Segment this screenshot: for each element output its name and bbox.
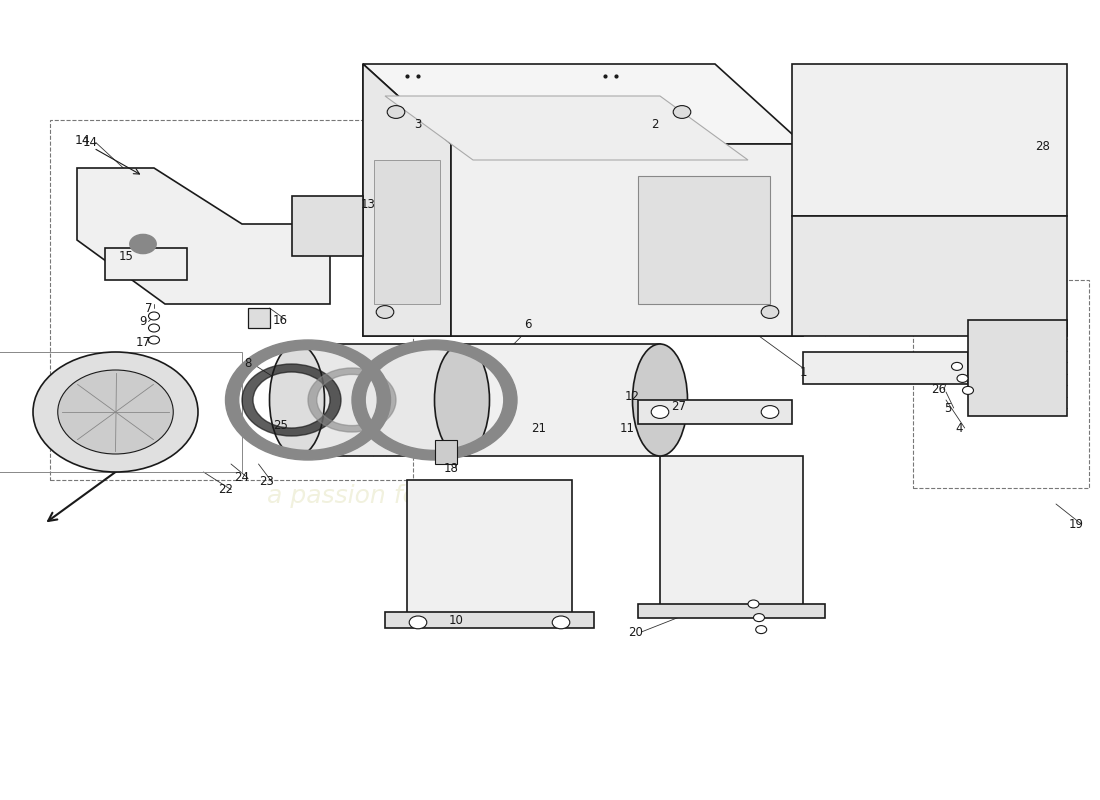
Ellipse shape xyxy=(270,344,324,456)
Text: 24: 24 xyxy=(234,471,250,484)
Text: 9: 9 xyxy=(140,315,146,328)
Circle shape xyxy=(761,406,779,418)
Polygon shape xyxy=(462,344,660,456)
Circle shape xyxy=(57,370,174,454)
Circle shape xyxy=(148,324,159,332)
Polygon shape xyxy=(803,352,968,384)
Text: 11: 11 xyxy=(619,422,635,434)
Text: 22: 22 xyxy=(218,483,233,496)
Circle shape xyxy=(387,106,405,118)
Circle shape xyxy=(952,362,962,370)
Ellipse shape xyxy=(632,344,688,456)
Polygon shape xyxy=(792,216,1067,336)
Circle shape xyxy=(130,234,156,254)
Text: 14: 14 xyxy=(75,134,90,146)
Polygon shape xyxy=(363,64,451,336)
Text: 26: 26 xyxy=(931,383,946,396)
Polygon shape xyxy=(407,480,572,616)
Text: 18: 18 xyxy=(443,462,459,474)
Polygon shape xyxy=(792,64,1067,216)
Circle shape xyxy=(651,406,669,418)
Circle shape xyxy=(962,386,974,394)
Text: 20: 20 xyxy=(628,626,643,638)
Text: 21: 21 xyxy=(531,422,547,434)
Polygon shape xyxy=(292,196,363,256)
Text: 10: 10 xyxy=(449,614,464,626)
Circle shape xyxy=(148,312,159,320)
Polygon shape xyxy=(374,160,440,304)
Circle shape xyxy=(409,616,427,629)
Ellipse shape xyxy=(434,344,490,456)
Text: 8: 8 xyxy=(244,358,251,370)
Polygon shape xyxy=(638,604,825,618)
Text: 7: 7 xyxy=(145,302,152,314)
Text: 15: 15 xyxy=(119,250,134,262)
Circle shape xyxy=(761,306,779,318)
Circle shape xyxy=(376,306,394,318)
Text: 19: 19 xyxy=(1068,518,1084,530)
Text: a passion for excellence: a passion for excellence xyxy=(266,484,570,508)
Text: 3: 3 xyxy=(415,118,421,130)
Text: 14: 14 xyxy=(82,136,98,149)
Text: 23: 23 xyxy=(258,475,274,488)
Text: 25: 25 xyxy=(273,419,288,432)
Polygon shape xyxy=(968,320,1067,416)
Text: 2: 2 xyxy=(651,118,658,130)
Polygon shape xyxy=(451,144,803,336)
Polygon shape xyxy=(638,400,792,424)
Text: 1: 1 xyxy=(800,366,806,378)
Circle shape xyxy=(756,626,767,634)
Circle shape xyxy=(33,352,198,472)
Text: 12: 12 xyxy=(625,390,640,402)
Circle shape xyxy=(748,600,759,608)
Text: 6: 6 xyxy=(525,318,531,330)
Text: 5: 5 xyxy=(945,402,952,414)
Polygon shape xyxy=(363,64,803,144)
Text: 17: 17 xyxy=(135,336,151,349)
Circle shape xyxy=(754,614,764,622)
Polygon shape xyxy=(660,456,803,616)
Polygon shape xyxy=(77,168,330,304)
Circle shape xyxy=(148,336,159,344)
Text: 27: 27 xyxy=(671,400,686,413)
Polygon shape xyxy=(638,176,770,304)
Polygon shape xyxy=(385,96,748,160)
Text: euro: euro xyxy=(289,367,547,465)
Polygon shape xyxy=(434,440,456,464)
Circle shape xyxy=(957,374,968,382)
Polygon shape xyxy=(297,344,462,456)
Text: 28: 28 xyxy=(1035,140,1050,153)
Circle shape xyxy=(552,616,570,629)
Text: 16: 16 xyxy=(273,314,288,326)
Circle shape xyxy=(673,106,691,118)
Text: 4: 4 xyxy=(956,422,962,434)
Text: 13: 13 xyxy=(361,198,376,210)
Polygon shape xyxy=(104,248,187,280)
Polygon shape xyxy=(248,308,270,328)
Polygon shape xyxy=(385,612,594,628)
